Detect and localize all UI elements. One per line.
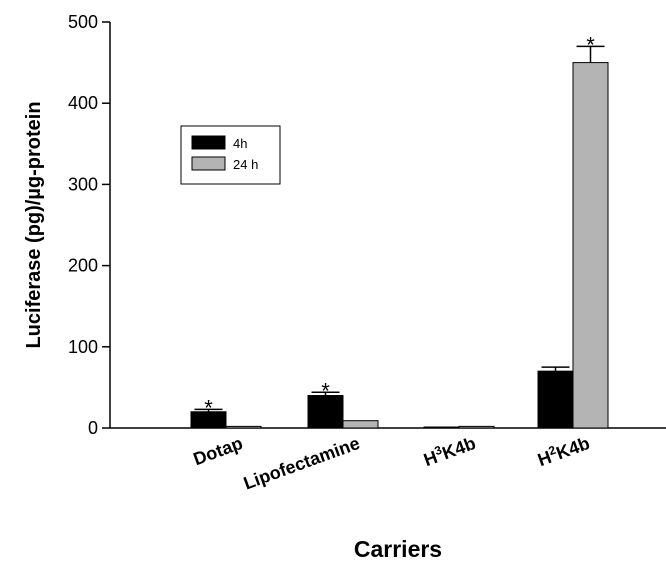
y-tick-label: 0 bbox=[88, 418, 98, 438]
x-tick-label-base: Dotap bbox=[191, 433, 246, 469]
x-tick-label-base: H bbox=[421, 447, 440, 470]
legend-label: 24 h bbox=[233, 157, 258, 172]
bar bbox=[458, 425, 495, 429]
x-tick-label-rest: K4b bbox=[554, 433, 593, 463]
x-tick-label-base: H bbox=[535, 447, 554, 470]
y-axis-title: Luciferase (pg)/µg-protein bbox=[23, 101, 45, 348]
y-axis: 0 100 200 300 400 500 Luciferase (pg)/µg-prote… bbox=[23, 12, 111, 438]
bar bbox=[307, 395, 344, 429]
y-tick-label: 300 bbox=[68, 174, 98, 194]
x-tick-label-rest: K4b bbox=[440, 433, 479, 463]
bar bbox=[225, 425, 262, 429]
x-tick-label-sup: 2 bbox=[547, 443, 558, 459]
bars: * * * bbox=[190, 32, 609, 429]
legend-box bbox=[180, 125, 281, 185]
significance-marker: * bbox=[586, 32, 595, 57]
bar bbox=[537, 370, 574, 429]
legend-label: 4h bbox=[233, 136, 247, 151]
legend-swatch bbox=[191, 135, 226, 150]
bar bbox=[342, 420, 379, 429]
y-tick-label: 100 bbox=[68, 337, 98, 357]
x-tick-label: H2K4b bbox=[534, 431, 592, 470]
x-tick-label: H3K4b bbox=[420, 431, 478, 470]
bar bbox=[572, 62, 609, 429]
x-axis-title: Carriers bbox=[354, 536, 442, 562]
y-tick-label: 200 bbox=[68, 256, 98, 276]
significance-marker: * bbox=[321, 378, 330, 403]
y-tick-label: 400 bbox=[68, 93, 98, 113]
x-tick-label-sup: 3 bbox=[433, 443, 444, 459]
legend: 4h 24 h bbox=[180, 125, 281, 185]
legend-swatch bbox=[191, 156, 226, 171]
significance-marker: * bbox=[204, 395, 213, 420]
x-tick-label-base: Lipofectamine bbox=[241, 433, 363, 494]
y-tick-label: 500 bbox=[68, 12, 98, 32]
x-tick-label: Lipofectamine bbox=[241, 433, 363, 494]
x-tick-label: Dotap bbox=[191, 433, 246, 469]
bar bbox=[423, 426, 460, 429]
